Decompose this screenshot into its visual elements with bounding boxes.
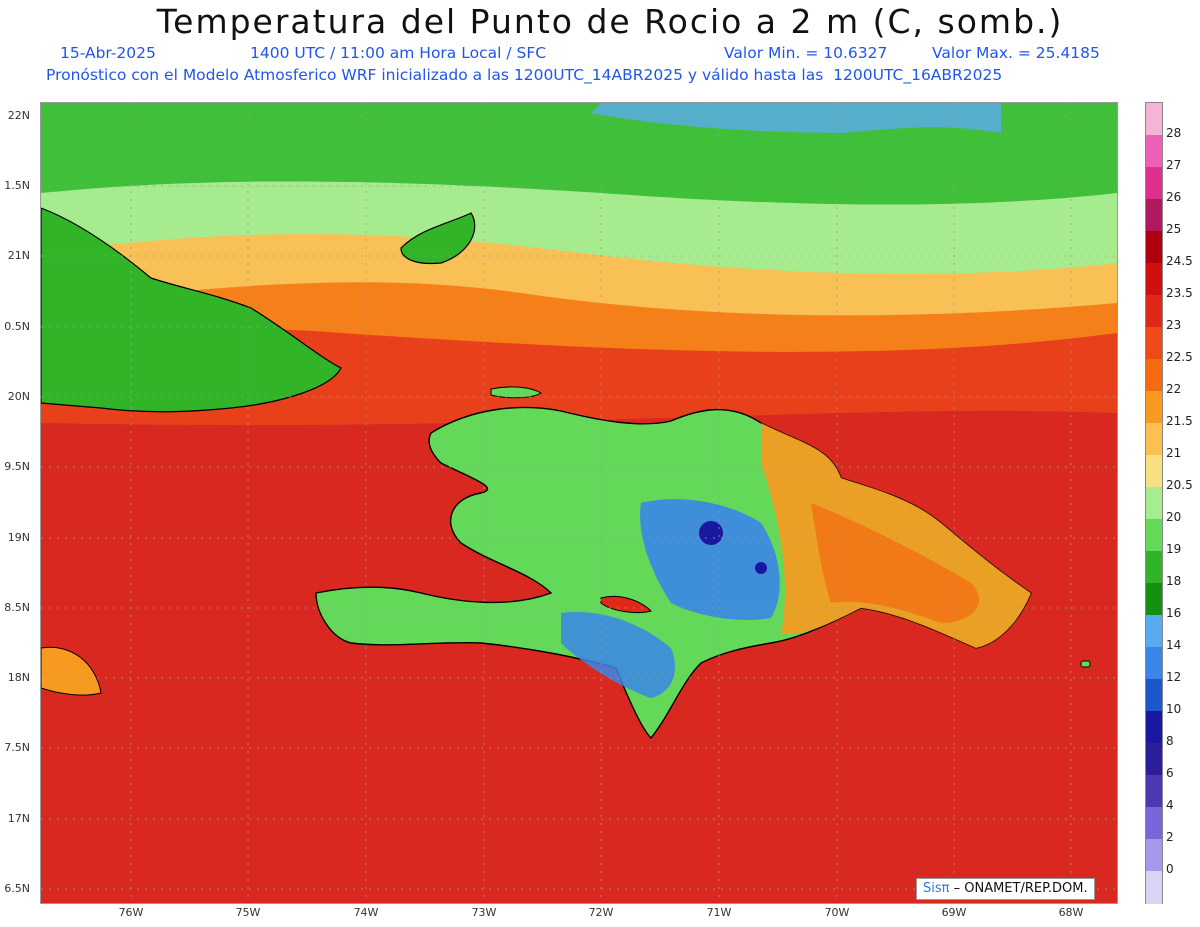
legend-swatch xyxy=(1146,327,1162,360)
lat-label: 21N xyxy=(7,249,30,262)
map-title: Temperatura del Punto de Rocio a 2 m (C,… xyxy=(156,2,1064,41)
lat-label: 17N xyxy=(7,812,30,825)
legend-swatch xyxy=(1146,263,1162,296)
lat-label: 7.5N xyxy=(4,741,30,754)
legend-swatch xyxy=(1146,231,1162,264)
legend-swatch xyxy=(1146,711,1162,744)
legend-swatch xyxy=(1146,295,1162,328)
lat-label: 9.5N xyxy=(4,460,30,473)
legend-label: 26 xyxy=(1166,190,1182,204)
lat-label: 22N xyxy=(7,109,30,122)
legend-label: 6 xyxy=(1166,766,1174,780)
legend-swatch xyxy=(1146,775,1162,808)
legend-label: 21.5 xyxy=(1166,414,1193,428)
lat-label: 19N xyxy=(7,531,30,544)
legend-swatch xyxy=(1146,487,1162,520)
legend-label: 4 xyxy=(1166,798,1174,812)
min-value: Valor Min. = 10.6327 xyxy=(724,44,888,62)
valid-date: 15-Abr-2025 xyxy=(60,44,156,62)
lon-label: 75W xyxy=(235,906,261,919)
legend-swatch xyxy=(1146,743,1162,776)
legend-swatch xyxy=(1146,583,1162,616)
lon-label: 76W xyxy=(118,906,144,919)
valid-time: 1400 UTC / 11:00 am Hora Local / SFC xyxy=(250,44,547,62)
legend-swatch xyxy=(1146,807,1162,840)
lon-label: 74W xyxy=(353,906,379,919)
legend-swatch xyxy=(1146,519,1162,552)
credit-text: – ONAMET/REP.DOM. xyxy=(949,881,1088,896)
legend-label: 21 xyxy=(1166,446,1182,460)
dewpoint-map xyxy=(40,102,1118,904)
inagua-island xyxy=(400,212,476,265)
legend-label: 0 xyxy=(1166,862,1174,876)
legend-swatch xyxy=(1146,647,1162,680)
lon-label: 72W xyxy=(588,906,614,919)
legend-label: 20 xyxy=(1166,510,1182,524)
legend-label: 14 xyxy=(1166,638,1182,652)
max-value: Valor Max. = 25.4185 xyxy=(932,44,1100,62)
legend-label: 12 xyxy=(1166,670,1182,684)
legend-swatch xyxy=(1146,199,1162,232)
cuba-landmass xyxy=(41,207,342,413)
legend-label: 10 xyxy=(1166,702,1182,716)
legend-swatch xyxy=(1146,167,1162,200)
legend-swatch xyxy=(1146,839,1162,872)
lon-label: 68W xyxy=(1058,906,1084,919)
lat-label: 1.5N xyxy=(4,179,30,192)
map-canvas xyxy=(41,103,1117,903)
legend-label: 23.5 xyxy=(1166,286,1193,300)
legend-label: 23 xyxy=(1166,318,1182,332)
legend-label: 27 xyxy=(1166,158,1182,172)
model-subtitle: Pronóstico con el Modelo Atmosferico WRF… xyxy=(46,66,1003,84)
legend-label: 22.5 xyxy=(1166,350,1193,364)
legend-label: 2 xyxy=(1166,830,1174,844)
legend-swatch xyxy=(1146,391,1162,424)
legend-label: 24.5 xyxy=(1166,254,1193,268)
color-legend-bar xyxy=(1145,102,1163,904)
legend-label: 19 xyxy=(1166,542,1182,556)
legend-swatch xyxy=(1146,455,1162,488)
legend-label: 28 xyxy=(1166,126,1182,140)
lat-label: 0.5N xyxy=(4,320,30,333)
legend-swatch xyxy=(1146,135,1162,168)
legend-swatch xyxy=(1146,551,1162,584)
lon-label: 73W xyxy=(471,906,497,919)
legend-swatch xyxy=(1146,359,1162,392)
legend-swatch xyxy=(1146,423,1162,456)
lat-label: 6.5N xyxy=(4,882,30,895)
lat-label: 8.5N xyxy=(4,601,30,614)
legend-label: 20.5 xyxy=(1166,478,1193,492)
legend-label: 16 xyxy=(1166,606,1182,620)
legend-label: 25 xyxy=(1166,222,1182,236)
legend-swatch xyxy=(1146,679,1162,712)
credit-box: Sisπ – ONAMET/REP.DOM. xyxy=(916,878,1095,900)
legend-label: 22 xyxy=(1166,382,1182,396)
credit-brand: Sisπ xyxy=(923,881,950,896)
legend-swatch xyxy=(1146,103,1162,136)
legend-label: 8 xyxy=(1166,734,1174,748)
lon-label: 70W xyxy=(824,906,850,919)
legend-label: 18 xyxy=(1166,574,1182,588)
legend-swatch xyxy=(1146,615,1162,648)
lon-label: 71W xyxy=(706,906,732,919)
legend-swatch xyxy=(1146,871,1162,904)
lon-label: 69W xyxy=(941,906,967,919)
lat-label: 20N xyxy=(7,390,30,403)
lat-label: 18N xyxy=(7,671,30,684)
